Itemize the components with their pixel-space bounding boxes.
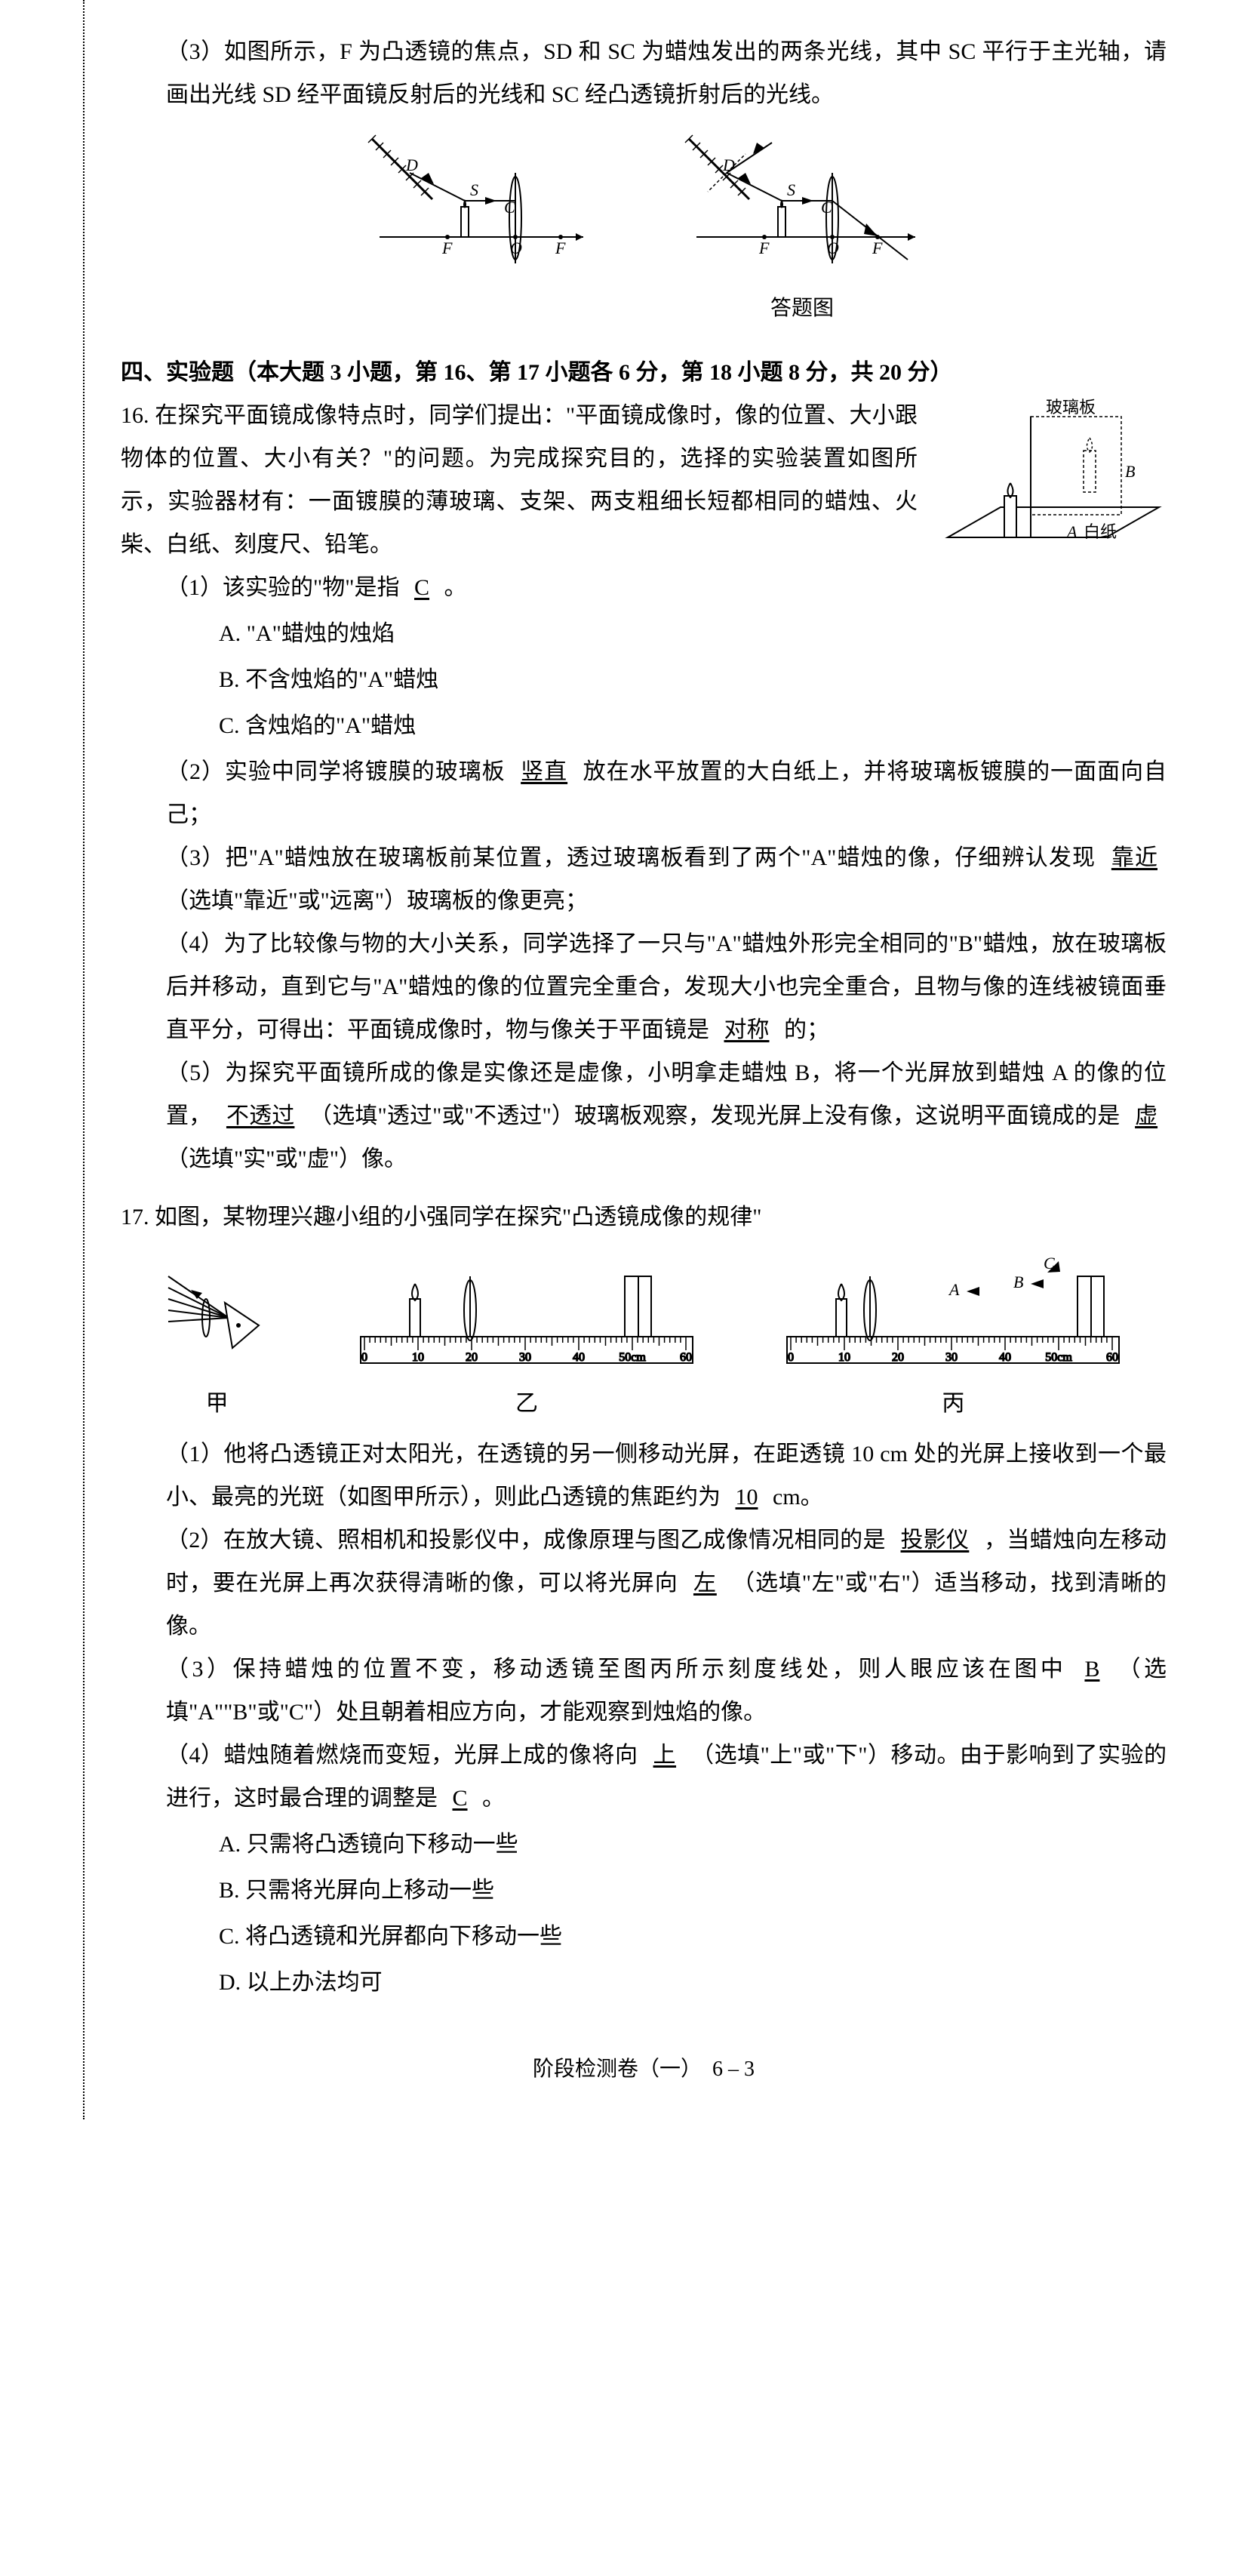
q17-sub4-opt-a: A. 只需将凸透镜向下移动一些 — [219, 1823, 1167, 1866]
q16-block: 玻璃板 A 白纸 B 16. 在探究平面镜成像特点时，同学们提出："平面镜成像时… — [121, 394, 1167, 1180]
q17-sub1-answer: 10 — [727, 1485, 767, 1510]
lens-diagram-answer: D S C F O F 答题图 — [681, 131, 923, 328]
q15-3-block: （3）如图所示，F 为凸透镜的焦点，SD 和 SC 为蜡烛发出的两条光线，其中 … — [121, 30, 1167, 328]
q16-sub1-opt-b: B. 不含烛焰的"A"蜡烛 — [219, 658, 1167, 701]
svg-text:20: 20 — [892, 1351, 904, 1364]
svg-text:玻璃板: 玻璃板 — [1046, 398, 1096, 417]
section-4-heading: 四、实验题（本大题 3 小题，第 16、第 17 小题各 6 分，第 18 小题… — [121, 351, 1167, 394]
q17-sub2-answer2: 左 — [684, 1571, 726, 1596]
q16-sub1-opt-a: A. "A"蜡烛的烛焰 — [219, 612, 1167, 655]
q17-sub4-opt-c: C. 将凸透镜和光屏都向下移动一些 — [219, 1915, 1167, 1958]
svg-text:D: D — [405, 155, 418, 174]
q16-sub1: （1）该实验的"物"是指 C 。 — [121, 566, 1167, 609]
svg-text:D: D — [722, 155, 735, 174]
svg-text:60: 60 — [1106, 1351, 1118, 1364]
svg-text:F: F — [441, 239, 453, 257]
svg-text:C: C — [504, 198, 515, 217]
svg-text:F: F — [872, 239, 883, 257]
q17-sub4-opt-b: B. 只需将光屏向上移动一些 — [219, 1869, 1167, 1912]
svg-text:F: F — [555, 239, 566, 257]
q17-sub2-answer1: 投影仪 — [892, 1528, 979, 1553]
svg-text:40: 40 — [999, 1351, 1011, 1364]
svg-text:50cm: 50cm — [1046, 1351, 1073, 1364]
q17-intro: 17. 如图，某物理兴趣小组的小强同学在探究"凸透镜成像的规律" — [121, 1196, 1167, 1239]
q16-figure: 玻璃板 A 白纸 B — [933, 394, 1167, 568]
svg-text:20: 20 — [466, 1351, 478, 1364]
answer-fig-caption: 答题图 — [681, 288, 923, 328]
svg-text:10: 10 — [838, 1351, 850, 1364]
margin-dotted-line — [83, 0, 85, 2119]
q17-fig-jia: 甲 — [161, 1254, 274, 1425]
q16-sub2: （2）实验中同学将镀膜的玻璃板 竖直 放在水平放置的大白纸上，并将玻璃板镀膜的一… — [121, 750, 1167, 836]
q15-3-figures: D S C F O F — [121, 131, 1167, 328]
q17-sub4-answer1: 上 — [644, 1743, 686, 1768]
q17-figures: 甲 0 10 20 30 40 50cm 60 乙 — [121, 1254, 1167, 1425]
q17-intro-text: 如图，某物理兴趣小组的小强同学在探究"凸透镜成像的规律" — [155, 1205, 762, 1230]
q16-sub5: （5）为探究平面镜所成的像是实像还是虚像，小明拿走蜡烛 B，将一个光屏放到蜡烛 … — [121, 1051, 1167, 1180]
q16-sub3-answer: 靠近 — [1102, 845, 1167, 870]
q15-3-text: （3）如图所示，F 为凸透镜的焦点，SD 和 SC 为蜡烛发出的两条光线，其中 … — [121, 30, 1167, 116]
q16-sub5-answer2: 虚 — [1126, 1103, 1167, 1128]
q17-sub3-answer: B — [1075, 1657, 1108, 1682]
page-footer: 阶段检测卷（一） 6 – 3 — [121, 2049, 1167, 2089]
lens-diagram-original: D S C F O F — [364, 131, 591, 328]
q17-block: 17. 如图，某物理兴趣小组的小强同学在探究"凸透镜成像的规律" 甲 — [121, 1196, 1167, 2004]
svg-text:A: A — [1065, 522, 1078, 541]
fig-jia-label: 甲 — [161, 1382, 274, 1425]
q16-number: 16. — [121, 403, 149, 428]
q16-sub4: （4）为了比较像与物的大小关系，同学选择了一只与"A"蜡烛外形完全相同的"B"蜡… — [121, 922, 1167, 1051]
q16-sub2-answer: 竖直 — [512, 759, 576, 784]
svg-text:A: A — [948, 1280, 960, 1299]
svg-text:40: 40 — [573, 1351, 585, 1364]
q17-sub4-answer2: C — [444, 1786, 477, 1811]
fig-yi-label: 乙 — [353, 1382, 700, 1425]
svg-text:B: B — [1013, 1273, 1023, 1291]
svg-text:30: 30 — [945, 1351, 958, 1364]
svg-text:O: O — [510, 239, 522, 257]
svg-text:B: B — [1125, 462, 1135, 481]
q17-fig-bing: 01020304050cm60 A B C 丙 — [779, 1254, 1127, 1425]
q16-sub1-answer: C — [405, 575, 438, 600]
q16-sub1-options: A. "A"蜡烛的烛焰 B. 不含烛焰的"A"蜡烛 C. 含烛焰的"A"蜡烛 — [121, 612, 1167, 747]
svg-text:S: S — [470, 180, 478, 199]
q16-intro-text: 在探究平面镜成像特点时，同学们提出："平面镜成像时，像的位置、大小跟物体的位置、… — [121, 403, 918, 557]
q17-sub1: （1）他将凸透镜正对太阳光，在透镜的另一侧移动光屏，在距透镜 10 cm 处的光… — [121, 1433, 1167, 1519]
svg-text:C: C — [821, 198, 832, 217]
svg-text:10: 10 — [412, 1351, 424, 1364]
q16-sub3: （3）把"A"蜡烛放在玻璃板前某位置，透过玻璃板看到了两个"A"蜡烛的像，仔细辨… — [121, 836, 1167, 922]
q17-sub4-opt-d: D. 以上办法均可 — [219, 1961, 1167, 2004]
svg-text:F: F — [758, 239, 770, 257]
q17-sub3: （3）保持蜡烛的位置不变，移动透镜至图丙所示刻度线处，则人眼应该在图中 B （选… — [121, 1648, 1167, 1734]
q17-number: 17. — [121, 1205, 149, 1230]
svg-text:60: 60 — [680, 1351, 692, 1364]
q17-sub4: （4）蜡烛随着燃烧而变短，光屏上成的像将向 上 （选填"上"或"下"）移动。由于… — [121, 1734, 1167, 1820]
svg-text:白纸: 白纸 — [1084, 522, 1117, 541]
q16-sub1-opt-c: C. 含烛焰的"A"蜡烛 — [219, 704, 1167, 747]
fig-bing-label: 丙 — [779, 1382, 1127, 1425]
svg-text:50cm: 50cm — [619, 1351, 646, 1364]
svg-text:0: 0 — [361, 1351, 367, 1364]
svg-text:0: 0 — [788, 1351, 794, 1364]
q17-fig-yi: 0 10 20 30 40 50cm 60 乙 — [353, 1254, 700, 1425]
q17-sub2: （2）在放大镜、照相机和投影仪中，成像原理与图乙成像情况相同的是 投影仪 ，当蜡… — [121, 1519, 1167, 1648]
q17-sub4-options: A. 只需将凸透镜向下移动一些 B. 只需将光屏向上移动一些 C. 将凸透镜和光… — [121, 1823, 1167, 2004]
q16-sub4-answer: 对称 — [715, 1017, 779, 1042]
svg-text:30: 30 — [519, 1351, 531, 1364]
svg-text:S: S — [787, 180, 795, 199]
svg-text:O: O — [827, 239, 839, 257]
q16-sub5-answer1: 不透过 — [217, 1103, 303, 1128]
